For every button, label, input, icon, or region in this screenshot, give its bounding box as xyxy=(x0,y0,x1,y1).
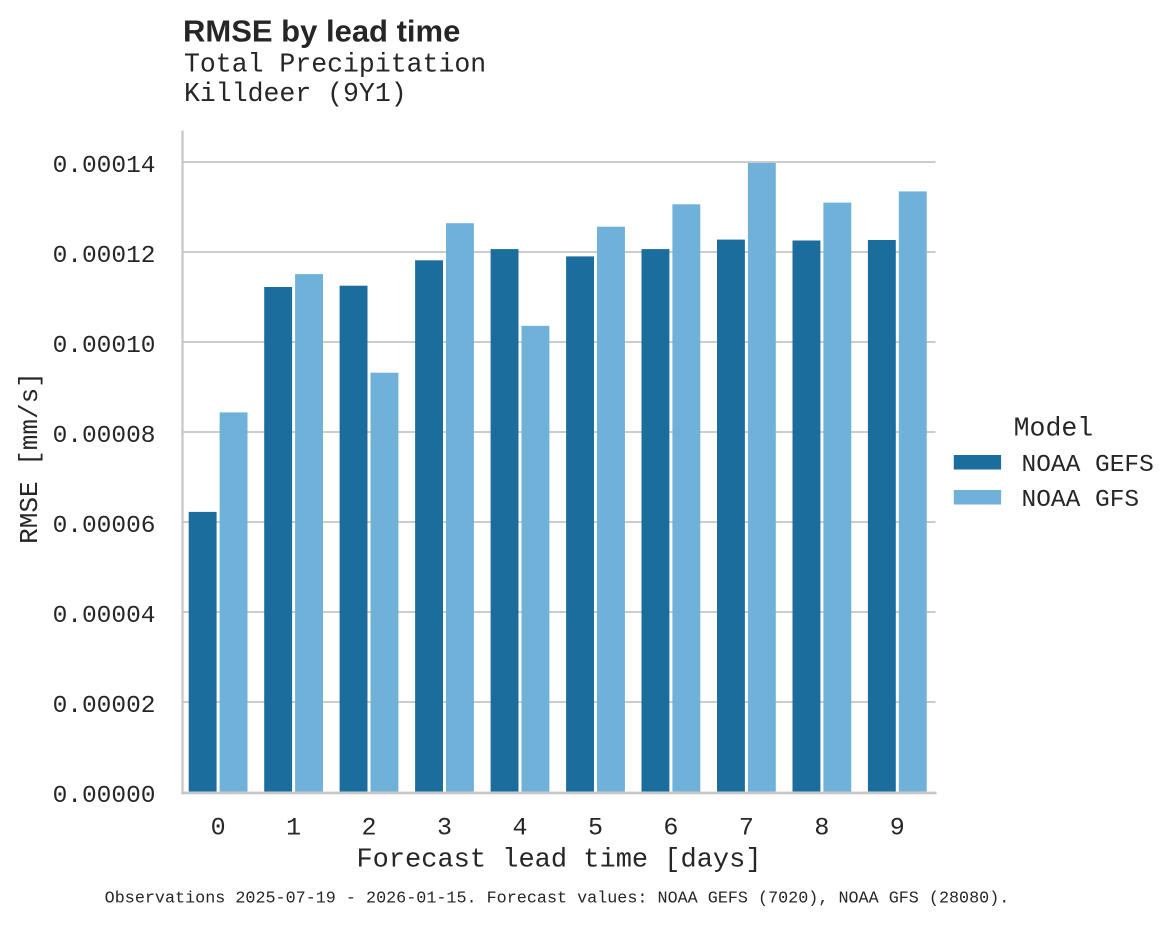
svg-text:Forecast lead time [days]: Forecast lead time [days] xyxy=(356,846,761,876)
svg-text:0.00008: 0.00008 xyxy=(53,423,156,450)
svg-text:0.00004: 0.00004 xyxy=(53,603,156,630)
svg-text:5: 5 xyxy=(588,814,603,843)
svg-text:RMSE [mm/s]: RMSE [mm/s] xyxy=(15,372,45,544)
svg-text:1: 1 xyxy=(286,814,301,843)
svg-text:0.00000: 0.00000 xyxy=(53,783,156,810)
svg-text:Total Precipitation: Total Precipitation xyxy=(184,50,486,80)
svg-text:0.00014: 0.00014 xyxy=(53,153,156,180)
svg-text:6: 6 xyxy=(663,814,678,843)
svg-text:Model: Model xyxy=(1014,413,1094,443)
svg-text:RMSE by lead time: RMSE by lead time xyxy=(183,13,460,48)
svg-text:NOAA GFS: NOAA GFS xyxy=(1022,487,1140,514)
svg-text:0.00010: 0.00010 xyxy=(53,333,156,360)
svg-text:3: 3 xyxy=(437,814,452,843)
svg-text:4: 4 xyxy=(512,814,527,843)
svg-text:2: 2 xyxy=(361,814,376,843)
svg-text:9: 9 xyxy=(890,814,905,843)
svg-text:0.00002: 0.00002 xyxy=(53,693,156,720)
svg-text:7: 7 xyxy=(739,814,754,843)
svg-text:Observations 2025-07-19 - 2026: Observations 2025-07-19 - 2026-01-15. Fo… xyxy=(105,889,1010,908)
svg-text:NOAA GEFS: NOAA GEFS xyxy=(1022,452,1154,479)
svg-text:0.00006: 0.00006 xyxy=(53,513,156,540)
svg-text:8: 8 xyxy=(814,814,829,843)
svg-text:0: 0 xyxy=(211,814,226,843)
svg-text:Killdeer (9Y1): Killdeer (9Y1) xyxy=(184,79,407,109)
svg-text:0.00012: 0.00012 xyxy=(53,243,156,270)
